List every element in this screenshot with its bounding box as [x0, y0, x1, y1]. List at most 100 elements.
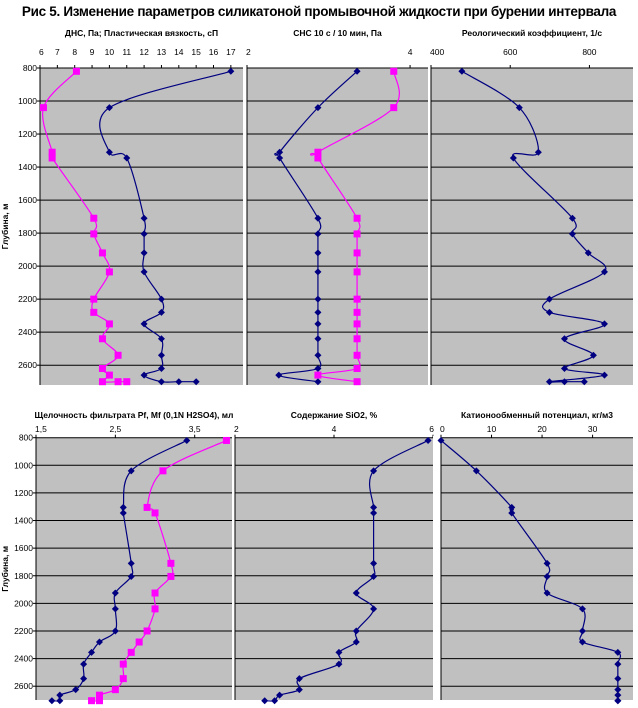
- data-point: [352, 627, 360, 635]
- data-point: [123, 154, 131, 162]
- data-point: [353, 335, 361, 343]
- x-tick-label: 400: [430, 47, 444, 57]
- y-tick-label: 1600: [18, 195, 37, 205]
- data-point: [119, 675, 127, 683]
- data-point: [545, 378, 553, 386]
- data-point: [90, 295, 98, 303]
- y-tick-label: 1600: [14, 543, 33, 553]
- data-point: [271, 697, 279, 705]
- data-point: [127, 559, 135, 567]
- data-point: [353, 308, 361, 316]
- data-point: [589, 351, 597, 359]
- y-tick-label: 1200: [18, 129, 37, 139]
- data-point: [584, 249, 592, 257]
- y-tick-label: 2000: [18, 261, 37, 271]
- data-point: [614, 660, 622, 668]
- y-tick-label: 2000: [14, 598, 33, 608]
- data-point: [98, 364, 106, 372]
- x-tick-label: 9: [90, 47, 95, 57]
- data-point: [276, 154, 284, 162]
- x-tick-label: 8: [72, 47, 77, 57]
- data-point: [314, 104, 322, 112]
- data-point: [515, 104, 523, 112]
- data-point: [353, 214, 361, 222]
- data-point: [353, 249, 361, 257]
- data-point: [114, 378, 122, 386]
- data-point: [424, 436, 432, 444]
- y-tick-label: 1400: [18, 162, 37, 172]
- data-point: [140, 320, 148, 328]
- plot-background: [431, 68, 633, 385]
- data-point: [370, 605, 378, 613]
- data-point: [508, 509, 516, 517]
- x-tick-label: 2: [234, 424, 239, 434]
- data-point: [370, 467, 378, 475]
- data-point: [157, 378, 165, 386]
- y-axis-label: Глубина, м: [0, 546, 10, 592]
- panel-title: ДНС, Па; Пластическая вязкость, сП: [65, 28, 218, 38]
- data-point: [614, 686, 622, 694]
- x-tick-label: 7: [55, 47, 60, 57]
- x-tick-label: 30: [588, 424, 598, 434]
- panel-title: Реологический коэффициент, 1/с: [462, 28, 602, 38]
- data-point: [157, 364, 165, 372]
- x-tick-label: 2: [246, 47, 251, 57]
- y-tick-label: 2200: [14, 626, 33, 636]
- x-tick-label: 15: [191, 47, 201, 57]
- x-tick-label: 800: [582, 47, 596, 57]
- data-point: [314, 148, 322, 156]
- data-point: [72, 67, 80, 75]
- data-point: [370, 559, 378, 567]
- data-point: [614, 691, 622, 699]
- data-point: [545, 295, 553, 303]
- data-point: [157, 308, 165, 316]
- data-point: [390, 67, 398, 75]
- y-tick-label: 800: [19, 433, 33, 443]
- data-point: [222, 436, 230, 444]
- y-tick-label: 2600: [18, 360, 37, 370]
- data-point: [600, 320, 608, 328]
- data-point: [437, 436, 445, 444]
- data-point: [119, 509, 127, 517]
- data-point: [353, 351, 361, 359]
- data-point: [140, 230, 148, 238]
- data-point: [72, 686, 80, 694]
- data-point: [560, 335, 568, 343]
- data-point: [56, 691, 64, 699]
- data-point: [90, 230, 98, 238]
- data-point: [98, 378, 106, 386]
- panel-title: Катионообменный потенциал, кг/м3: [461, 410, 613, 420]
- data-point: [48, 697, 56, 705]
- data-point: [143, 627, 151, 635]
- data-point: [352, 638, 360, 646]
- data-point: [614, 675, 622, 683]
- data-point: [105, 268, 113, 276]
- data-point: [545, 308, 553, 316]
- y-tick-label: 2600: [14, 681, 33, 691]
- y-tick-label: 1800: [18, 228, 37, 238]
- data-point: [353, 320, 361, 328]
- data-point: [48, 148, 56, 156]
- panel-4: 1,5 2,5 3,5 800 1000 1200 1400 1600 1800 2000 2200…: [0, 410, 235, 705]
- data-point: [560, 364, 568, 372]
- data-point: [105, 148, 113, 156]
- panel-title: СНС 10 с / 10 мин, Па: [293, 28, 382, 38]
- data-point: [95, 638, 103, 646]
- plot-background: [40, 68, 243, 385]
- chart-title: Рис 5. Изменение параметров силикатоной …: [21, 4, 617, 19]
- data-point: [353, 230, 361, 238]
- plot-background: [441, 437, 633, 700]
- data-point: [543, 559, 551, 567]
- data-point: [105, 104, 113, 112]
- data-point: [314, 371, 322, 379]
- data-point: [119, 660, 127, 668]
- data-point: [167, 559, 175, 567]
- data-point: [353, 364, 361, 372]
- data-point: [95, 697, 103, 705]
- data-point: [314, 214, 322, 222]
- series-line: [274, 70, 358, 383]
- data-point: [183, 436, 191, 444]
- y-tick-label: 2200: [18, 294, 37, 304]
- data-point: [314, 378, 322, 386]
- data-point: [39, 104, 47, 112]
